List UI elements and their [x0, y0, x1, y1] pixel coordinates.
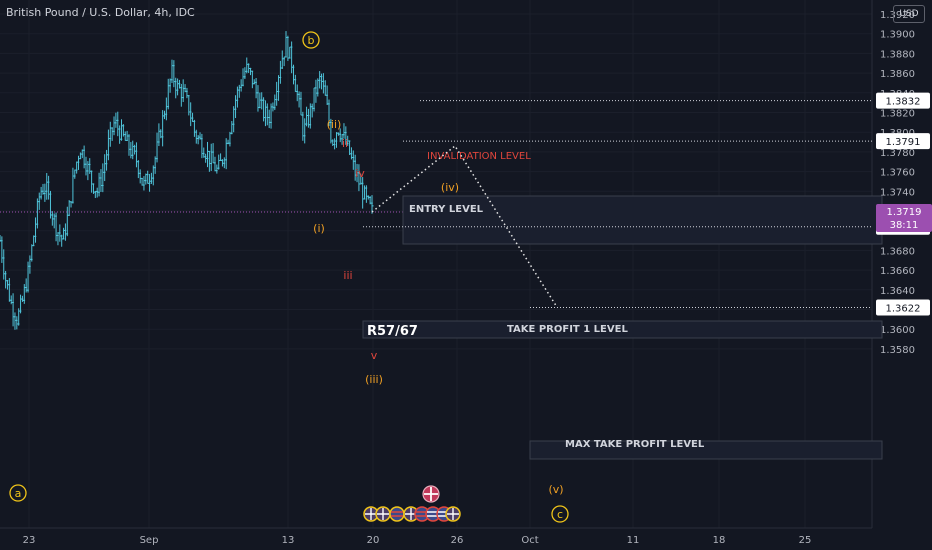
price-tick-label: 1.3740	[880, 187, 915, 198]
time-tick-label: 13	[282, 535, 295, 546]
wave-label-v: (v)	[548, 483, 563, 496]
price-tick-label: 1.3760	[880, 168, 915, 179]
time-tick-label: 26	[451, 535, 464, 546]
invalidation-price-tag	[876, 92, 930, 109]
wave-labels: a b c (i) (ii) (iii) (iv) (v) ii iii iv …	[9, 31, 569, 523]
price-tick-label: 1.3680	[880, 246, 915, 257]
wave-label-ii: (ii)	[327, 118, 342, 131]
time-tick-label: 23	[23, 535, 36, 546]
time-axis[interactable]	[0, 528, 872, 550]
wave-label-b: b	[308, 34, 315, 47]
wave-label-i: (i)	[313, 222, 325, 235]
current-price-value: 1.3719	[887, 207, 922, 218]
uk-flag-icon[interactable]	[375, 506, 391, 522]
uk-flag-icon[interactable]	[422, 485, 440, 503]
max-take-profit-price-tag	[876, 299, 930, 316]
wave-label-a: a	[15, 487, 22, 500]
price-tick-label: 1.3780	[880, 148, 915, 159]
price-axis[interactable]	[872, 0, 932, 528]
price-tick-label: 1.3920	[880, 10, 915, 21]
symbol-title[interactable]: British Pound / U.S. Dollar, 4h, IDC	[6, 6, 195, 19]
subwave-label-iii: iii	[343, 269, 352, 282]
time-axis-ticks: 23 Sep 13 20 26 Oct 11 18 25	[23, 535, 812, 546]
horizontal-grid	[0, 13, 872, 350]
fib-retracement-label: R57/67	[367, 324, 418, 339]
entry-price-tag	[876, 133, 930, 150]
invalidation-price-tag-label: 1.3832	[886, 97, 921, 108]
wave-label-c: c	[557, 508, 563, 521]
candlestick-series	[0, 31, 374, 330]
currency-selector[interactable]: USD	[893, 5, 925, 23]
us-flag-icon[interactable]	[389, 506, 405, 522]
take-profit-1-zone-box[interactable]	[362, 320, 883, 339]
uk-flag-icon[interactable]	[445, 506, 461, 522]
time-tick-label: 25	[799, 535, 812, 546]
subwave-label-v: v	[371, 349, 378, 362]
max-take-profit-price-tag-label: 1.3622	[886, 304, 921, 315]
subwave-label-iv: iv	[355, 167, 365, 180]
time-tick-label: 11	[627, 535, 640, 546]
price-tick-label: 1.3860	[880, 69, 915, 80]
price-tick-label: 1.3600	[880, 325, 915, 336]
max-take-profit-label: MAX TAKE PROFIT LEVEL	[565, 439, 705, 450]
price-tick-label: 1.3900	[880, 30, 915, 41]
take-profit-1-label: TAKE PROFIT 1 LEVEL	[507, 324, 628, 335]
entry-price-tag-label: 1.3791	[886, 137, 921, 148]
economic-events[interactable]	[363, 485, 461, 522]
max-take-profit-zone-box[interactable]	[529, 440, 883, 460]
time-tick-label: 18	[713, 535, 726, 546]
vertical-grid	[28, 0, 806, 528]
price-tick-label: 1.3880	[880, 49, 915, 60]
time-tick-label: 20	[367, 535, 380, 546]
wave-label-iv: (iv)	[441, 181, 459, 194]
wave-b-circle	[302, 31, 320, 49]
entry-zone-box[interactable]	[402, 195, 883, 245]
invalidation-level-label: INVALIDATION LEVEL	[427, 151, 531, 162]
wave-a-circle	[9, 484, 27, 502]
current-price-tag[interactable]: 1.3719 38:11	[876, 203, 932, 232]
bar-countdown: 38:11	[890, 220, 919, 231]
wave-c-circle	[551, 505, 569, 523]
price-tick-label: 1.3580	[880, 345, 915, 356]
wave-label-iii: (iii)	[365, 373, 383, 386]
event-icon-row[interactable]	[363, 506, 461, 522]
time-tick-label: Sep	[140, 535, 159, 546]
price-tick-label: 1.3640	[880, 286, 915, 297]
price-tick-label: 1.3820	[880, 109, 915, 120]
price-tick-label: 1.3660	[880, 266, 915, 277]
subwave-label-ii: ii	[342, 137, 348, 150]
time-tick-label: Oct	[521, 535, 538, 546]
entry-level-label: ENTRY LEVEL	[409, 204, 484, 215]
